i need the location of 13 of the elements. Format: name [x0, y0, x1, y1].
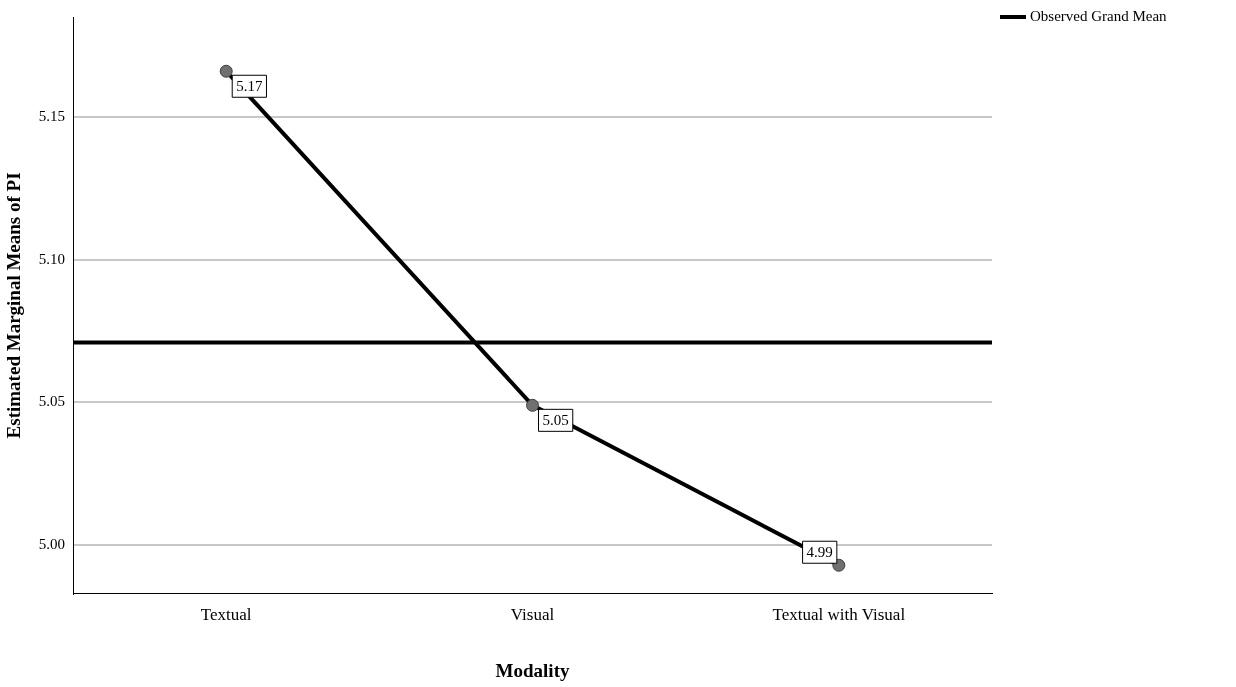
y-tick-label: 5.05: [38, 393, 66, 410]
y-tick-label: 5.15: [38, 107, 66, 124]
x-tick-label: Visual: [510, 605, 555, 625]
x-tick-label: Textual: [200, 605, 252, 625]
data-label: 5.17: [236, 78, 263, 95]
data-label: 5.05: [542, 412, 569, 429]
y-axis-title: Estimated Marginal Means of PI: [3, 172, 25, 439]
legend-label: Observed Grand Mean: [1030, 8, 1167, 25]
x-axis-title: Modality: [495, 659, 570, 681]
data-label: 4.99: [806, 544, 833, 561]
y-tick-label: 5.10: [38, 250, 66, 267]
x-tick-label: Textual with Visual: [772, 605, 906, 625]
y-tick-label: 5.00: [38, 536, 66, 553]
